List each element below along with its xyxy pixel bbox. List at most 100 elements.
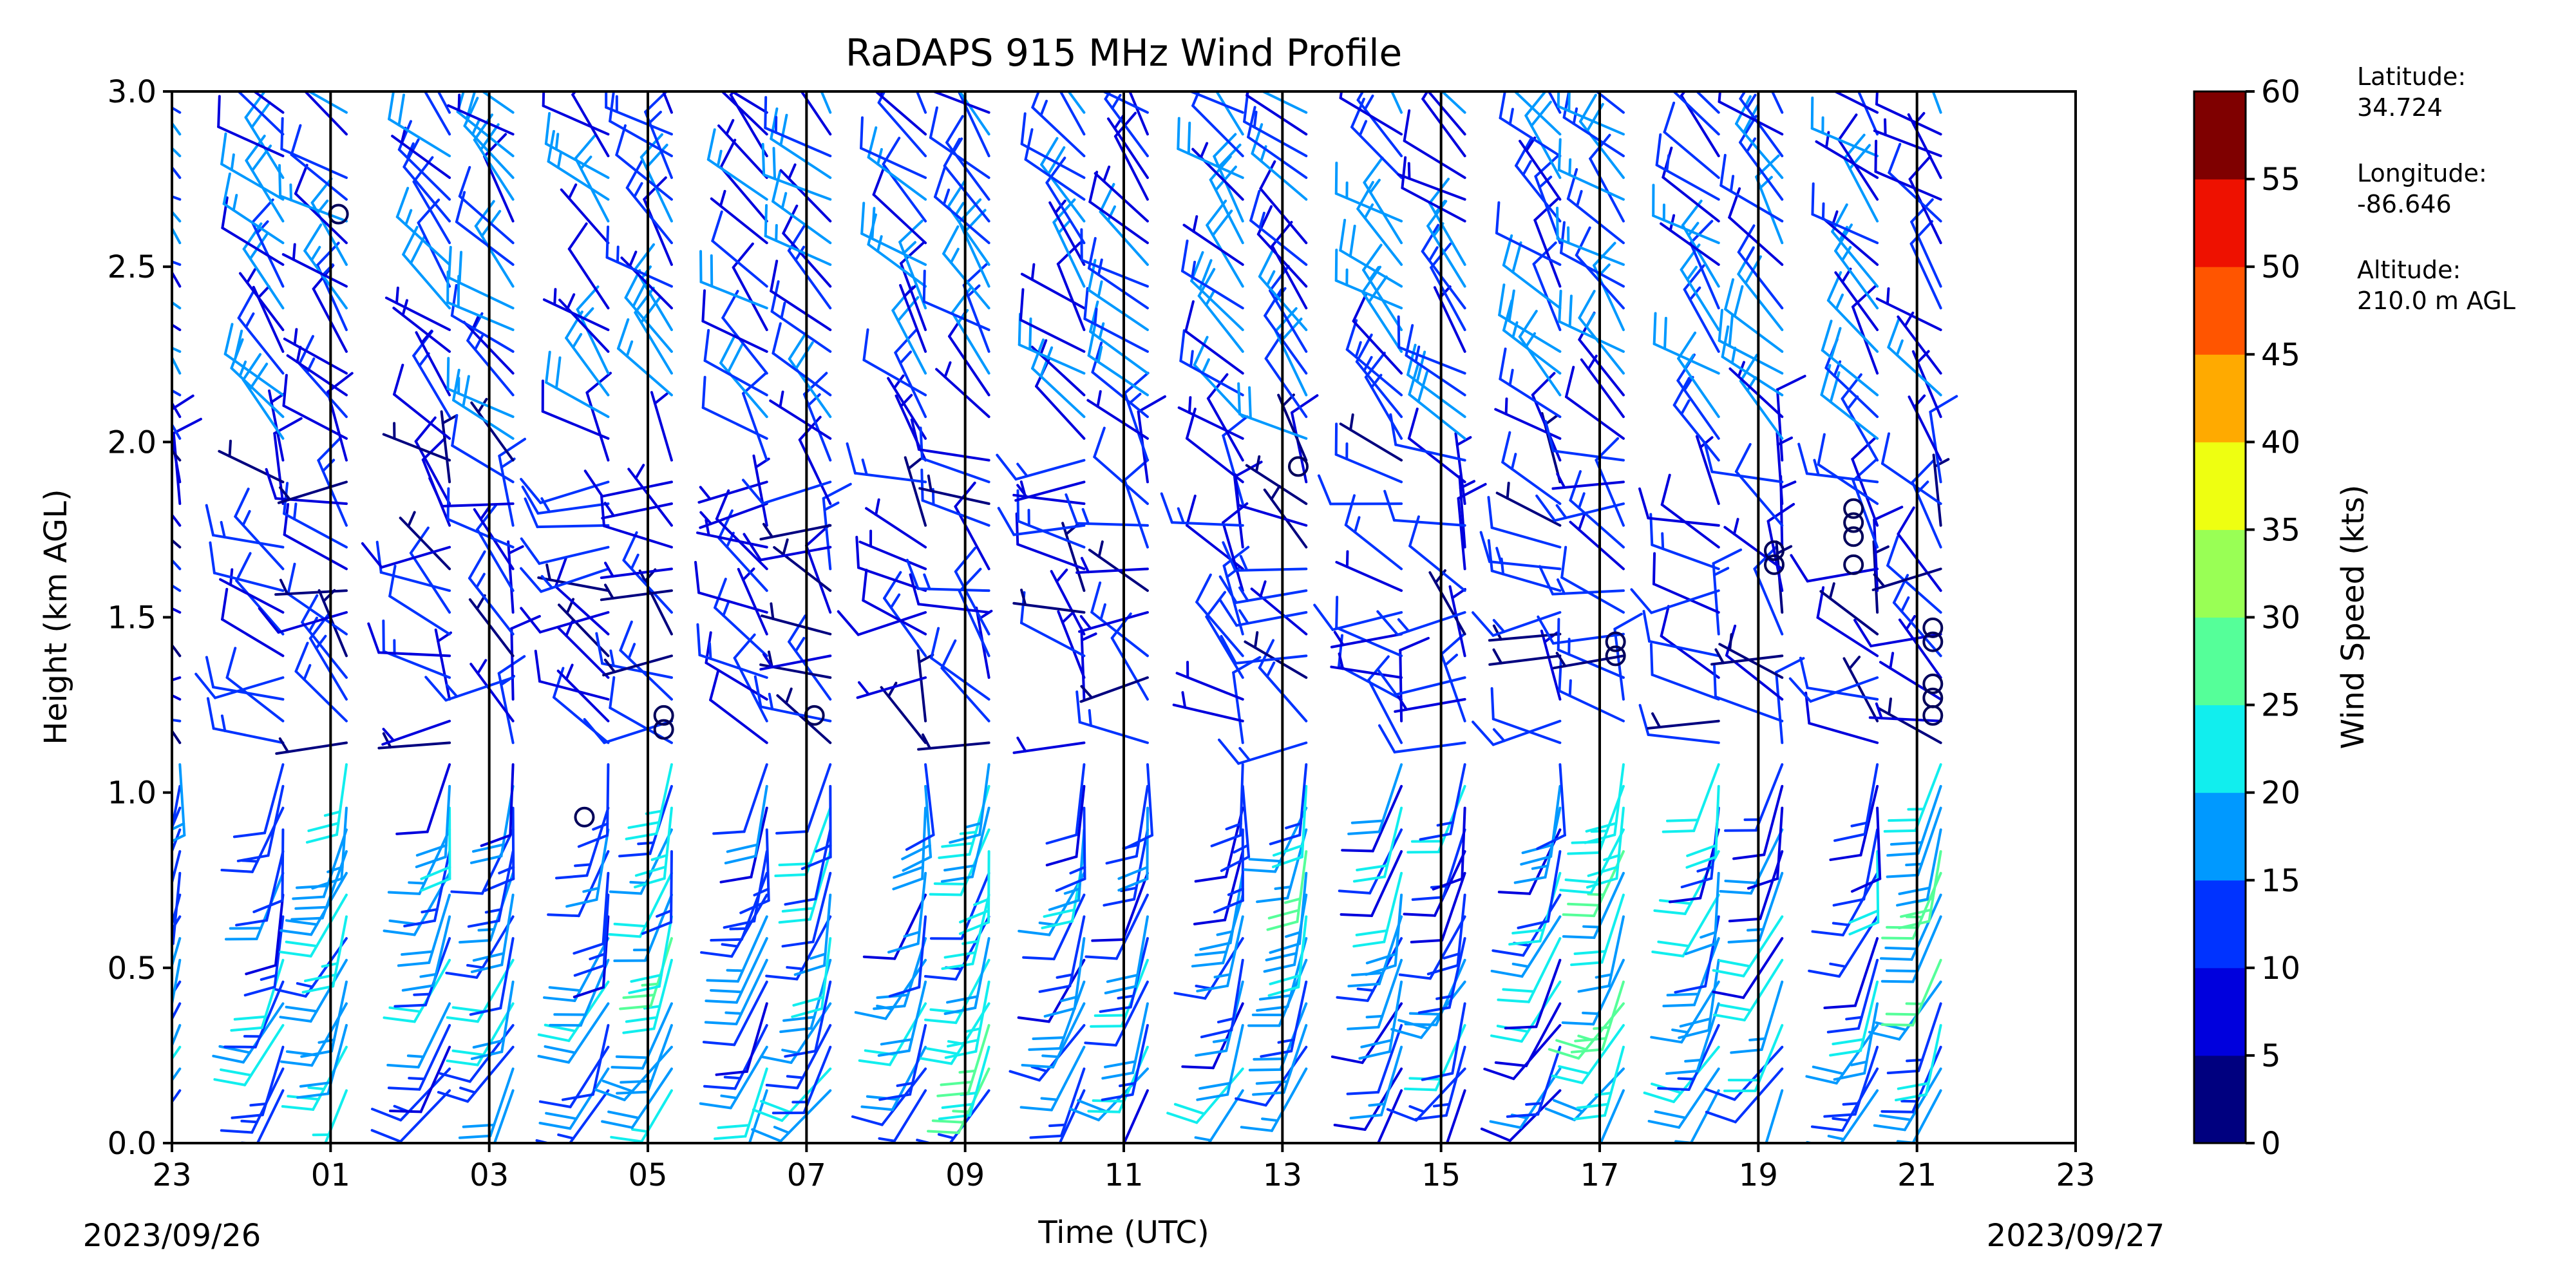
barb-staff <box>1533 218 1562 288</box>
calm-marker <box>1843 498 1864 519</box>
wind-barb <box>770 107 832 179</box>
barb-flag <box>1220 855 1251 873</box>
barb-staff <box>1490 526 1562 549</box>
barb-staff <box>1775 670 1784 744</box>
barb-flag <box>1235 1097 1267 1107</box>
wind-barb <box>1875 91 1942 136</box>
wind-barb <box>221 587 285 658</box>
barb-staff <box>862 359 927 397</box>
calm-marker <box>574 806 595 828</box>
wind-barb <box>172 806 182 831</box>
barb-flag <box>172 394 194 411</box>
barb-flag <box>311 877 343 890</box>
wind-barb <box>290 124 348 201</box>
wind-barb <box>1218 738 1308 765</box>
barb-flag <box>782 204 799 235</box>
wind-barb <box>1713 665 1784 723</box>
wind-barb <box>1887 317 1942 397</box>
barb-flag <box>1019 1106 1053 1112</box>
barb-half-flag <box>781 1048 799 1055</box>
barb-half-flag <box>699 511 713 526</box>
barb-flag <box>1562 935 1596 939</box>
barb-flag <box>1788 677 1812 703</box>
barb-flag <box>367 622 381 654</box>
barb-staff <box>1184 330 1244 375</box>
colorbar-tick-label: 0 <box>2261 1126 2281 1162</box>
barb-flag <box>733 633 756 659</box>
x-tick-label: 19 <box>1739 1157 1778 1193</box>
barb-half-flag <box>656 909 673 918</box>
barb-flag <box>1043 1007 1076 1018</box>
wind-barb <box>414 416 451 506</box>
barb-flag <box>1028 1047 1061 1051</box>
x-tick-label: 11 <box>1104 1157 1143 1193</box>
barb-half-flag <box>580 155 592 170</box>
barb-flag <box>258 607 280 634</box>
barb-staff <box>661 91 673 114</box>
barb-flag <box>1404 1023 1438 1027</box>
wind-barb <box>1874 139 1942 201</box>
barb-flag <box>534 649 542 683</box>
wind-barb <box>232 763 285 838</box>
wind-barb <box>743 533 832 562</box>
barb-flag <box>706 128 716 161</box>
barb-staff <box>1660 503 1720 549</box>
barb-staff <box>1817 463 1879 506</box>
barb-flag <box>878 1093 912 1101</box>
barb-flag <box>1386 1108 1418 1122</box>
wind-barb <box>1091 341 1149 419</box>
wind-barb <box>1340 850 1403 918</box>
wind-barb <box>1335 550 1403 592</box>
calm-marker <box>1605 645 1626 667</box>
barb-staff <box>1551 632 1625 645</box>
wind-barb <box>1398 915 1466 980</box>
wind-barb <box>1875 287 1942 332</box>
barb-flag <box>544 111 551 146</box>
barb-half-flag <box>1030 263 1036 281</box>
barb-flag <box>996 453 1018 481</box>
barb-flag <box>1480 1127 1511 1142</box>
wind-barb <box>507 540 524 614</box>
wind-barb <box>1440 91 1466 114</box>
barb-staff <box>943 164 990 223</box>
barb-flag <box>732 242 754 269</box>
barb-staff <box>440 502 515 507</box>
barb-half-flag <box>1827 1135 1845 1141</box>
barb-half-flag <box>1060 996 1078 1003</box>
barb-half-flag <box>629 251 638 268</box>
barb-flag <box>781 940 815 948</box>
barb-half-flag <box>1873 573 1886 588</box>
barb-staff <box>1558 763 1566 837</box>
barb-flag <box>611 1066 644 1070</box>
wind-barb <box>1022 893 1086 961</box>
barb-staff <box>1264 357 1308 419</box>
barb-half-flag <box>1368 266 1380 281</box>
barb-staff <box>493 1089 515 1143</box>
barb-staff <box>1352 319 1403 375</box>
wind-barb <box>294 164 348 245</box>
barb-staff <box>1066 91 1086 114</box>
barb-half-flag <box>1906 1058 1924 1063</box>
barb-flag <box>1024 128 1034 161</box>
wind-barb <box>1651 893 1720 958</box>
barb-half-flag <box>1492 648 1503 665</box>
barb-half-flag <box>457 93 461 112</box>
wind-barb <box>1548 1002 1625 1060</box>
barb-flag <box>770 280 780 313</box>
wind-barb <box>1719 828 1784 895</box>
barb-flag <box>1558 659 1562 692</box>
barb-flag <box>1678 1028 1710 1039</box>
wind-barb <box>1250 580 1308 636</box>
wind-barb <box>1536 763 1566 850</box>
wind-barb <box>458 166 515 245</box>
barb-flag <box>1873 506 1904 522</box>
wind-barb <box>537 564 610 592</box>
barb-flag <box>1650 1036 1683 1044</box>
wind-barb <box>415 329 451 397</box>
barb-flag <box>1502 988 1535 993</box>
barb-half-flag <box>1188 396 1192 414</box>
barb-flag <box>1040 137 1059 166</box>
barb-flag <box>252 899 284 913</box>
barb-half-flag <box>1284 931 1302 938</box>
